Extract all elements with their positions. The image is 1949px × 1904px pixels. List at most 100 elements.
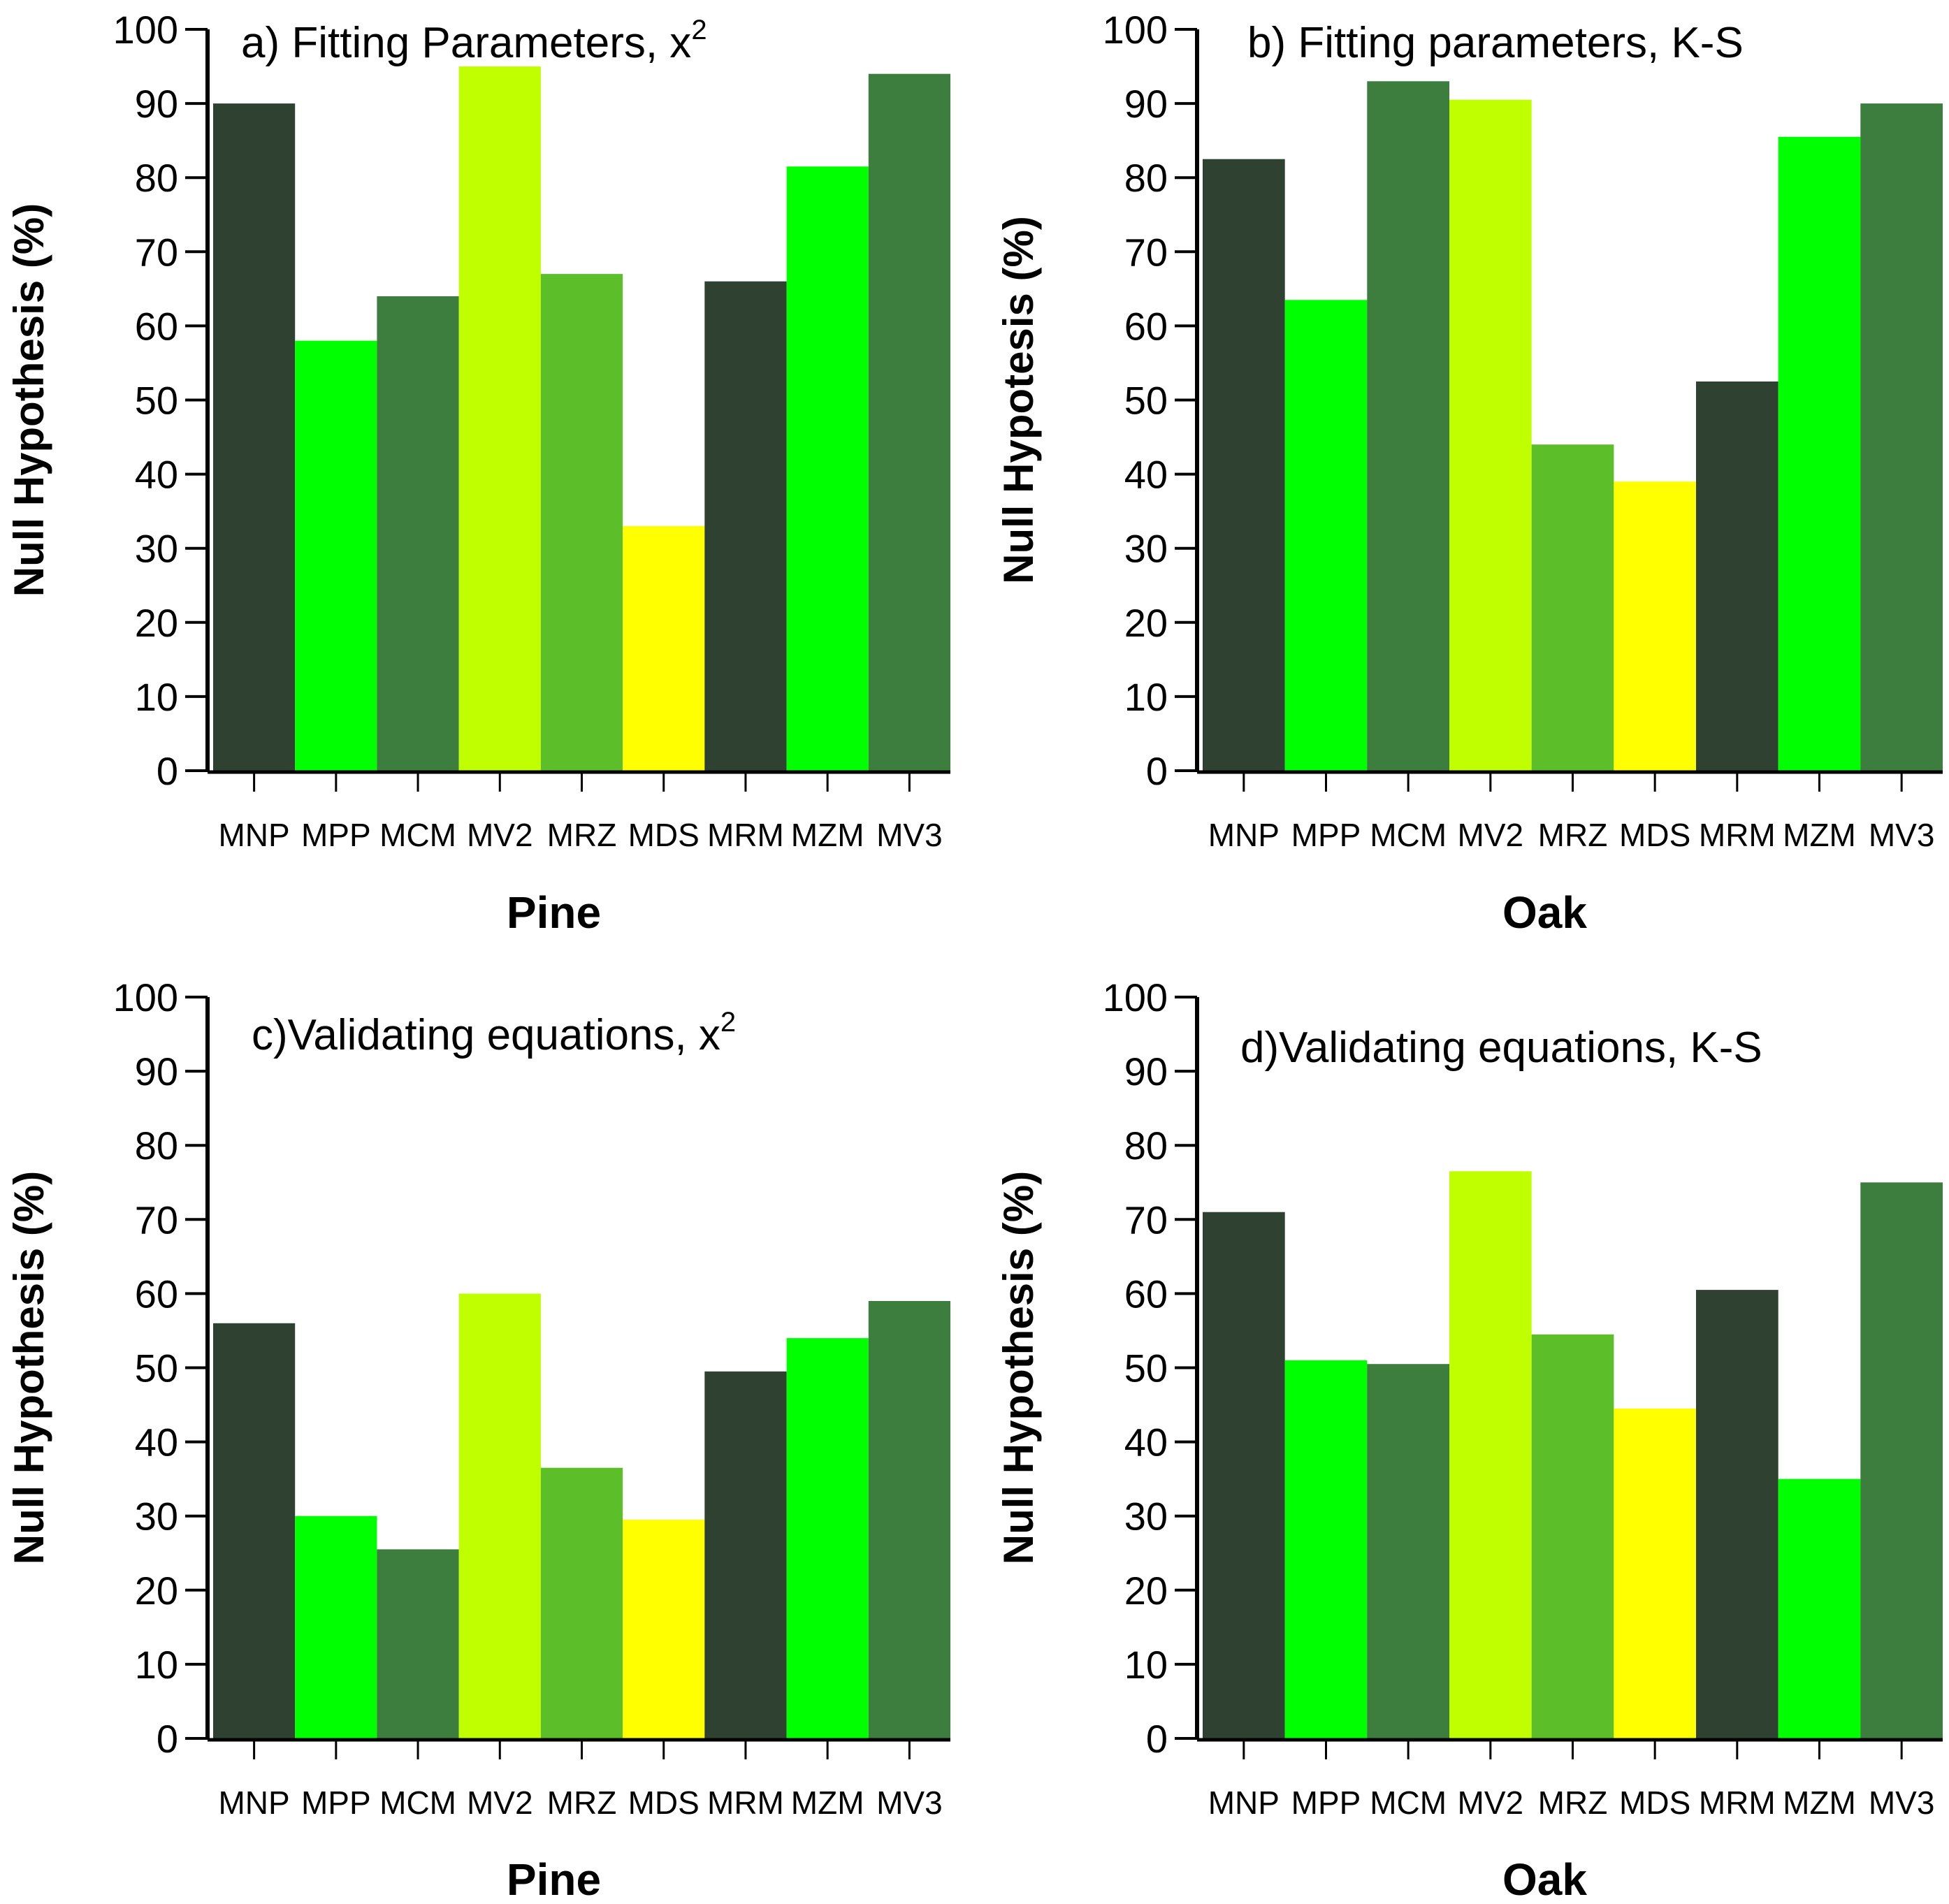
y-tick-label: 80: [135, 156, 178, 200]
bar-mnp: [213, 1323, 296, 1738]
x-tick-label-mds: MDS: [628, 817, 700, 853]
x-tick-label-mv3: MV3: [876, 1785, 943, 1821]
y-tick-label: 70: [1124, 1198, 1168, 1242]
y-tick-label: 100: [1103, 8, 1168, 52]
x-tick-label-mcm: MCM: [379, 1785, 456, 1821]
bar-mrm: [704, 1371, 787, 1738]
bar-mzm: [1778, 136, 1861, 771]
y-tick-label: 30: [1124, 1495, 1168, 1539]
x-tick-label-mcm: MCM: [379, 817, 456, 853]
y-tick-label: 80: [1124, 156, 1168, 200]
y-tick-label: 70: [1124, 230, 1168, 274]
x-axis-label: Oak: [1502, 887, 1587, 938]
x-tick-label-mrm: MRM: [707, 1785, 784, 1821]
y-tick-label: 50: [1124, 1346, 1168, 1390]
chart-panel-c: 0 10 20 30 40 50 60 70 80 90 100 MNP MPP MCM MV2 MRZ MDS…: [6, 975, 950, 1904]
y-axis-label: Null Hypotesis (%): [995, 216, 1042, 584]
panel-title-main: a) Fitting Parameters, x: [241, 19, 691, 67]
x-tick-label-mcm: MCM: [1370, 1785, 1447, 1821]
x-tick-label-mv2: MV2: [1458, 817, 1524, 853]
x-axis-label: Pine: [507, 1854, 601, 1901]
bar-mds: [1614, 481, 1696, 771]
y-tick-label: 60: [1124, 1272, 1168, 1316]
y-tick-label: 20: [1124, 601, 1168, 645]
bar-mnp: [1203, 1212, 1285, 1738]
x-tick-label-mv3: MV3: [1869, 1785, 1935, 1821]
y-tick-label: 20: [135, 601, 178, 645]
bar-mzm: [786, 1338, 869, 1738]
y-tick-label: 40: [1124, 1420, 1168, 1465]
y-tick-label: 30: [1124, 527, 1168, 571]
x-tick-label-mzm: MZM: [1783, 1785, 1856, 1821]
bar-mrz: [1531, 444, 1614, 771]
bar-mds: [1614, 1408, 1696, 1738]
y-tick-label: 80: [1124, 1124, 1168, 1168]
bar-mrz: [1531, 1334, 1614, 1738]
y-tick-label: 0: [1146, 749, 1168, 793]
x-tick-label-mnp: MNP: [1208, 1785, 1280, 1821]
y-tick-label: 60: [135, 304, 178, 348]
y-tick-label: 70: [135, 230, 178, 274]
y-tick-label: 0: [157, 1717, 178, 1761]
x-tick-label-mv3: MV3: [1869, 817, 1935, 853]
x-tick-label-mzm: MZM: [791, 1785, 864, 1821]
bar-mcm: [377, 1549, 459, 1738]
x-tick-label-mzm: MZM: [791, 817, 864, 853]
bar-mpp: [1284, 1360, 1368, 1738]
y-tick-label: 30: [135, 527, 178, 571]
y-tick-label: 0: [1146, 1717, 1168, 1761]
bar-mrm: [1696, 381, 1778, 771]
bar-mcm: [1367, 81, 1449, 771]
panel-title: d)Validating equations, K-S: [1240, 1024, 1762, 1072]
bar-mv3: [1860, 103, 1943, 771]
x-tick-label-mrm: MRM: [1699, 1785, 1776, 1821]
y-tick-label: 100: [113, 975, 178, 1019]
x-axis-label: Oak: [1502, 1854, 1587, 1901]
x-tick-label-mpp: MPP: [301, 817, 371, 853]
x-tick-label-mv2: MV2: [467, 1785, 533, 1821]
x-tick-label-mnp: MNP: [1208, 817, 1280, 853]
y-tick-label: 40: [1124, 453, 1168, 497]
y-axis-label: Null Hypothesis (%): [6, 203, 52, 597]
bar-mds: [623, 1520, 705, 1738]
bar-mnp: [213, 103, 296, 771]
x-tick-label-mzm: MZM: [1783, 817, 1856, 853]
y-tick-label: 10: [135, 675, 178, 719]
chart-panel-d: 0 10 20 30 40 50 60 70 80 90 100 MNP MPP MCM MV2 MRZ MDS…: [995, 975, 1943, 1904]
bar-mv2: [458, 1293, 541, 1738]
y-tick-label: 20: [135, 1569, 178, 1613]
bar-mv2: [1449, 1171, 1532, 1738]
bar-mv2: [458, 66, 541, 771]
bar-mrm: [704, 281, 787, 771]
y-tick-label: 50: [1124, 379, 1168, 423]
bar-mpp: [1284, 300, 1368, 771]
panel-title: c)Validating equations, x2: [252, 1007, 736, 1059]
x-tick-label-mpp: MPP: [1291, 817, 1361, 853]
bar-mv2: [1449, 99, 1532, 771]
x-tick-label-mpp: MPP: [301, 1785, 371, 1821]
bar-mrz: [540, 1467, 623, 1738]
x-tick-label-mv2: MV2: [1458, 1785, 1524, 1821]
y-tick-label: 20: [1124, 1569, 1168, 1613]
y-tick-label: 40: [135, 1420, 178, 1465]
y-tick-label: 60: [1124, 304, 1168, 348]
y-tick-label: 10: [1124, 1643, 1168, 1687]
panel-title: b) Fitting parameters, K-S: [1247, 19, 1744, 67]
bar-mcm: [1367, 1364, 1449, 1738]
chart-panel-b: 0 10 20 30 40 50 60 70 80 90 100 MNP MPP MCM MV2 MRZ MDS…: [995, 8, 1943, 938]
x-tick-label-mnp: MNP: [218, 1785, 289, 1821]
panel-title-main: d)Validating equations, K-S: [1240, 1024, 1762, 1072]
x-tick-label-mds: MDS: [628, 1785, 700, 1821]
bar-mv3: [868, 1301, 950, 1738]
y-tick-label: 40: [135, 453, 178, 497]
x-tick-label-mpp: MPP: [1291, 1785, 1361, 1821]
y-tick-label: 0: [157, 749, 178, 793]
panel-title-main: c)Validating equations, x: [252, 1011, 720, 1059]
y-tick-label: 90: [1124, 1049, 1168, 1093]
y-tick-label: 50: [135, 379, 178, 423]
y-tick-label: 100: [113, 8, 178, 52]
x-tick-label-mrz: MRZ: [1538, 817, 1608, 853]
bar-mds: [623, 525, 705, 771]
